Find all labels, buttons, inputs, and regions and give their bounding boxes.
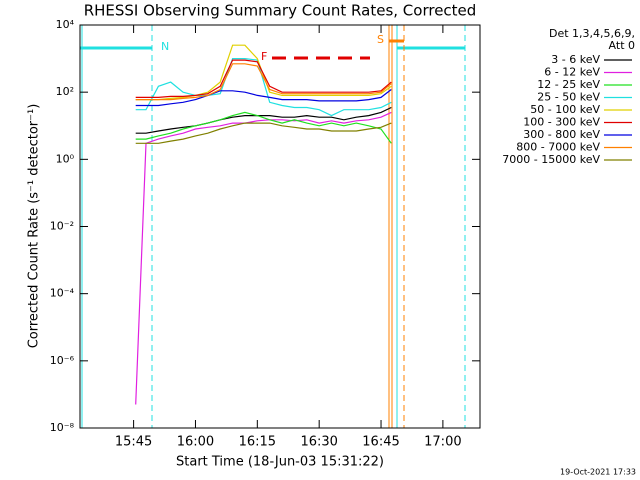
footer-date: 19-Oct-2021 17:33 [560,468,636,477]
legend-title: Det 1,3,4,5,6,9, [549,27,635,40]
y-tick-label: 10⁰ [56,152,75,165]
series-line [135,63,392,101]
y-tick-label: 10⁴ [56,18,75,31]
series-line [135,111,392,405]
series-line [135,122,392,144]
y-axis-label: Corrected Count Rate (s⁻¹ detector⁻¹) [27,104,42,349]
series-line [135,106,392,134]
legend-label: 12 - 25 keV [537,78,600,91]
series-line [135,44,392,101]
legend-label: 800 - 7000 keV [516,141,600,154]
legend-label: 300 - 800 keV [523,128,600,141]
legend-title: Att 0 [609,39,635,52]
annotation: F [261,50,267,63]
legend-label: 7000 - 15000 keV [502,153,600,166]
x-tick-label: 15:45 [115,435,152,450]
legend-label: 100 - 300 keV [523,116,600,129]
x-axis-label: Start Time (18-Jun-03 15:31:22) [176,455,384,470]
y-tick-label: 10⁻² [50,220,74,233]
x-tick-label: 16:30 [300,435,337,450]
y-tick-label: 10⁻⁸ [50,421,75,434]
x-tick-label: 16:45 [362,435,399,450]
x-tick-label: 16:15 [239,435,276,450]
series-line [135,111,392,144]
series-line [135,89,392,107]
series-line [135,59,392,98]
legend-label: 50 - 100 keV [530,103,600,116]
series-line [135,58,392,117]
legend-label: 6 - 12 keV [544,66,600,79]
x-tick-label: 17:00 [424,435,461,450]
y-tick-label: 10⁻⁶ [50,354,75,367]
annotation: S [377,33,384,46]
x-tick-label: 16:00 [177,435,214,450]
legend-label: 3 - 6 keV [551,53,600,66]
chart-title: RHESSI Observing Summary Count Rates, Co… [84,2,477,20]
legend-label: 25 - 50 keV [537,91,600,104]
y-tick-label: 10⁻⁴ [50,287,75,300]
annotation: N [161,40,169,53]
y-tick-label: 10² [56,85,74,98]
